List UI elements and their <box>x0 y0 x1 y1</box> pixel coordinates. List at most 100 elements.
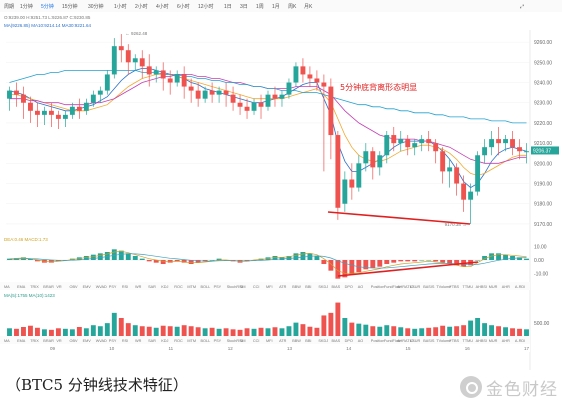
interval-tab[interactable]: 周K <box>288 4 297 10</box>
indicator-tab[interactable]: TRIX <box>30 339 39 343</box>
indicator-tab[interactable]: BBW <box>292 285 301 289</box>
indicator-tab[interactable]: MTM <box>187 339 196 343</box>
indicator-tab[interactable]: Position <box>371 339 385 343</box>
indicator-tab[interactable]: VR <box>56 285 62 289</box>
indicator-tab[interactable]: PSY <box>109 339 117 343</box>
indicator-tab[interactable]: A-RDI <box>515 339 525 343</box>
indicator-tab[interactable]: MTM <box>187 285 196 289</box>
indicator-strip-1[interactable]: MA EMA TRIX BRAR VR OBV EMV WVAD PSY RSI WR SAR KDJ R… <box>0 282 530 290</box>
indicator-tab[interactable]: DPO <box>345 339 353 343</box>
indicator-tab[interactable]: BASIS <box>423 285 435 289</box>
indicator-tab[interactable]: AHBSI <box>476 339 487 343</box>
indicator-tab[interactable]: SAR <box>148 285 156 289</box>
indicator-tab[interactable]: BBI <box>305 339 311 343</box>
indicator-tab[interactable]: SKDJ <box>318 285 328 289</box>
interval-tab[interactable]: 6小时 <box>177 3 190 10</box>
indicator-tab[interactable]: SKDJ <box>318 339 328 343</box>
interval-tab[interactable]: 30分钟 <box>88 3 104 10</box>
indicator-tab[interactable]: AHRATIO <box>397 339 414 343</box>
indicator-tab[interactable]: BBI <box>305 285 311 289</box>
indicator-strip-2[interactable]: MA EMA TRIX BRAR VR OBV EMV WVAD PSY RSI WR SAR KDJ R… <box>0 336 530 344</box>
interval-tab[interactable]: 5分钟 <box>41 3 54 10</box>
indicator-tab[interactable]: SM <box>240 285 246 289</box>
indicator-tab[interactable]: FTBS <box>449 285 459 289</box>
indicator-tab[interactable]: BOLL <box>201 285 211 289</box>
indicator-tab[interactable]: BASIS <box>423 339 435 343</box>
indicator-tab[interactable]: MFI <box>266 339 273 343</box>
indicator-tab[interactable]: BBW <box>292 339 301 343</box>
indicator-tab[interactable]: PSY <box>109 285 117 289</box>
indicator-tab[interactable]: EMV <box>83 285 92 289</box>
indicator-tab[interactable]: TTMU <box>463 339 474 343</box>
indicator-tab[interactable]: StochRSI <box>227 285 243 289</box>
indicator-tab[interactable]: EMA <box>17 285 26 289</box>
indicator-tab[interactable]: AO <box>358 285 364 289</box>
indicator-tab[interactable]: PSY <box>214 339 222 343</box>
interval-tab[interactable]: 1分钟 <box>20 3 33 10</box>
interval-tab[interactable]: 15分钟 <box>62 3 78 10</box>
indicator-tab[interactable]: DPO <box>345 285 353 289</box>
indicator-tab[interactable]: FundFlow <box>384 285 401 289</box>
indicator-tab[interactable]: AHR <box>502 285 510 289</box>
indicator-tab[interactable]: WVAD <box>96 285 107 289</box>
interval-tab[interactable]: 12小时 <box>198 3 214 10</box>
interval-tab[interactable]: 月K <box>304 4 313 10</box>
interval-tab[interactable]: 1小时 <box>114 3 127 10</box>
indicator-tab[interactable]: KDJ <box>161 339 168 343</box>
indicator-tab[interactable]: WR <box>135 339 142 343</box>
indicator-tab[interactable]: BIAS <box>332 285 341 289</box>
indicator-tab[interactable]: ROC <box>174 285 183 289</box>
indicator-tab[interactable]: CCI <box>253 285 260 289</box>
indicator-tab[interactable]: TRIX <box>30 285 39 289</box>
indicator-tab[interactable]: Position <box>371 285 385 289</box>
indicator-tab[interactable]: KDJ <box>161 285 168 289</box>
indicator-tab[interactable]: AHBSI <box>476 285 487 289</box>
indicator-tab[interactable]: BRAR <box>43 285 54 289</box>
interval-tab[interactable]: 3日 <box>240 4 248 10</box>
indicator-tab[interactable]: TTMU <box>463 285 474 289</box>
indicator-tab[interactable]: AHRATIO <box>397 285 414 289</box>
indicator-tab[interactable]: SAR <box>148 339 156 343</box>
indicator-tab[interactable]: PSY <box>214 285 222 289</box>
indicator-tab[interactable]: EMA <box>17 339 26 343</box>
indicator-tab[interactable]: RSI <box>122 339 128 343</box>
indicator-tab[interactable]: TVolume <box>436 339 451 343</box>
indicator-tab[interactable]: OBV <box>70 285 78 289</box>
indicator-tab[interactable]: AHR <box>502 339 510 343</box>
indicator-tab[interactable]: FTBS <box>449 339 459 343</box>
indicator-tab[interactable]: RSI <box>122 285 128 289</box>
interval-tab[interactable]: 1周 <box>256 4 264 10</box>
indicator-tab[interactable]: SM <box>240 339 246 343</box>
interval-tab[interactable]: 1日 <box>224 4 232 10</box>
indicator-tab[interactable]: MUR <box>489 285 498 289</box>
indicator-tab[interactable]: StochRSI <box>227 339 243 343</box>
interval-tab[interactable]: 周期 <box>4 4 14 10</box>
indicator-tab[interactable]: ATR <box>279 285 287 289</box>
expand-icon[interactable]: ⤢ <box>520 4 524 10</box>
interval-tab[interactable]: 1月 <box>272 4 280 10</box>
indicator-tab[interactable]: ATR <box>279 339 287 343</box>
indicator-tab[interactable]: MA <box>4 285 10 289</box>
indicator-tab[interactable]: TVolume <box>436 285 451 289</box>
candle-body <box>377 155 383 168</box>
interval-tab[interactable]: 4小时 <box>156 3 169 10</box>
indicator-tab[interactable]: AO <box>358 339 364 343</box>
indicator-tab[interactable]: BIAS <box>332 339 341 343</box>
indicator-tab[interactable]: OBV <box>70 339 78 343</box>
indicator-tab[interactable]: FundFlow <box>384 339 401 343</box>
indicator-tab[interactable]: LSUR <box>410 339 420 343</box>
indicator-tab[interactable]: WR <box>135 285 142 289</box>
indicator-tab[interactable]: LSUR <box>410 285 420 289</box>
interval-tab[interactable]: 2小时 <box>135 3 148 10</box>
indicator-tab[interactable]: CCI <box>253 339 260 343</box>
indicator-tab[interactable]: MFI <box>266 285 273 289</box>
indicator-tab[interactable]: MA <box>4 339 10 343</box>
indicator-tab[interactable]: BRAR <box>43 339 54 343</box>
indicator-tab[interactable]: WVAD <box>96 339 107 343</box>
indicator-tab[interactable]: MUR <box>489 339 498 343</box>
indicator-tab[interactable]: BOLL <box>201 339 211 343</box>
indicator-tab[interactable]: A-RDI <box>515 285 525 289</box>
indicator-tab[interactable]: VR <box>56 339 62 343</box>
indicator-tab[interactable]: ROC <box>174 339 183 343</box>
indicator-tab[interactable]: EMV <box>83 339 92 343</box>
